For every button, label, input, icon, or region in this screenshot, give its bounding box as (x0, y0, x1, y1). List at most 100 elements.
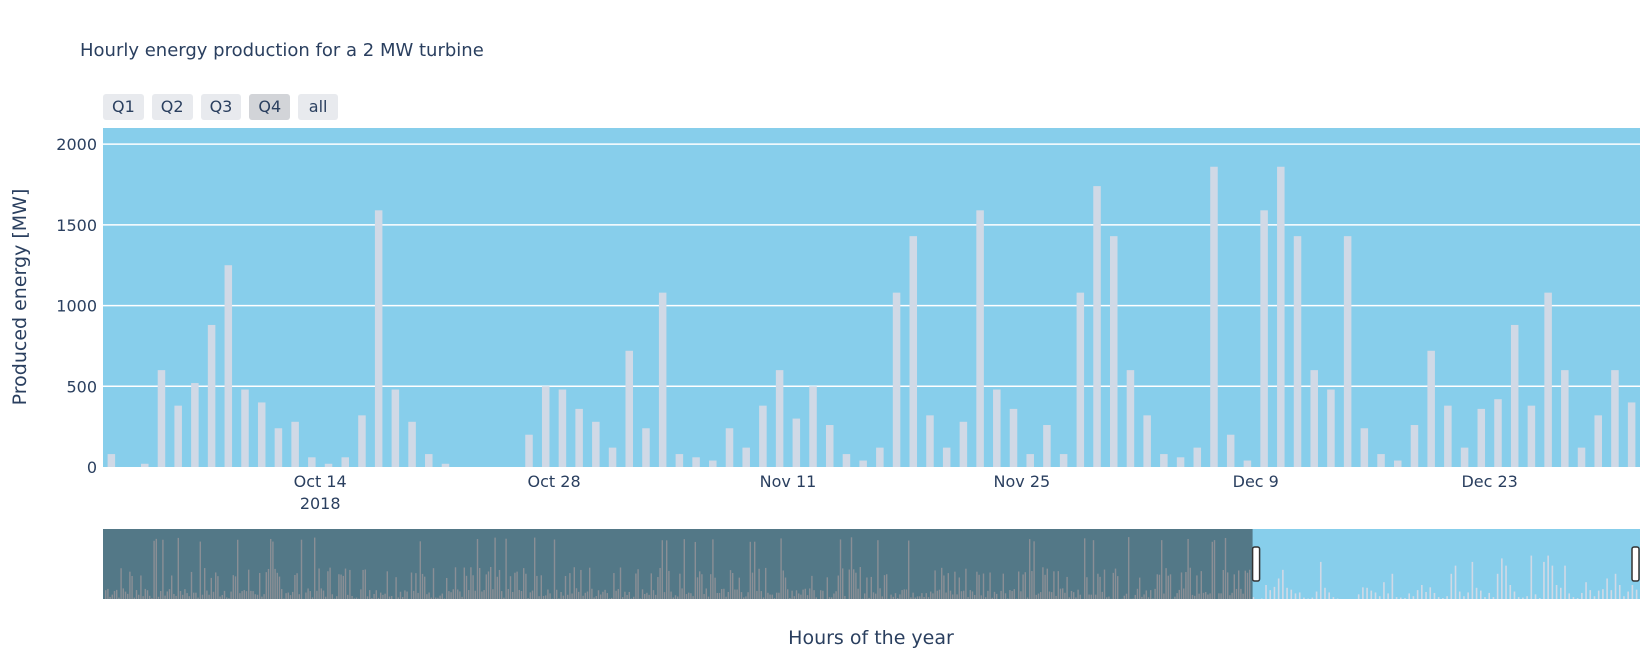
rangeslider-bar (1479, 590, 1482, 599)
rangeslider-masked-bar (270, 538, 272, 599)
rangeslider-masked-bar (162, 539, 164, 599)
rangeslider-masked-bar (1026, 597, 1029, 599)
rangeslider-masked-bar (721, 588, 723, 599)
range-button-q2[interactable]: Q2 (151, 94, 193, 120)
rangeslider-masked-bar (494, 537, 496, 599)
rangeslider-masked-bar (729, 570, 732, 599)
rangeslider-masked-bar (604, 589, 606, 599)
rangeslider-masked-bar (536, 575, 538, 599)
rangeslider-masked-bar (901, 590, 903, 599)
rangeslider-masked-bar (177, 537, 179, 599)
rangeslider-masked-bar (336, 596, 338, 599)
main-plot-area[interactable] (103, 128, 1640, 468)
bar (308, 457, 316, 467)
range-button-q1[interactable]: Q1 (103, 94, 144, 120)
rangeslider-masked-bar (371, 598, 373, 599)
rangeslider-masked-bar (419, 541, 421, 599)
rangeslider-masked-bar (239, 593, 241, 599)
rangeslider-masked-bar (1139, 577, 1141, 599)
rangeslider-masked-bar (822, 590, 824, 599)
bar (892, 292, 901, 467)
rangeslider-masked-bar (1231, 592, 1233, 599)
rangeslider-masked-bar (230, 591, 232, 599)
rangeslider-bar (1475, 587, 1478, 599)
rangeslider-masked-bar (886, 574, 888, 599)
range-button-q3[interactable]: Q3 (200, 94, 242, 120)
rangeslider-masked-bar (1024, 572, 1026, 599)
bar (1009, 408, 1018, 467)
rangeslider-masked-bar (820, 590, 822, 599)
x-tick-label: Dec 9 (1233, 472, 1279, 491)
bar (1193, 447, 1202, 467)
rangeslider-masked-bar (124, 591, 127, 599)
rangeslider-masked-bar (672, 597, 674, 599)
rangeslider-bar (1631, 585, 1634, 599)
bar (1611, 370, 1619, 467)
rangeslider-left-handle[interactable] (1251, 546, 1261, 582)
rangeslider-masked-bar (474, 590, 476, 599)
range-button-q4[interactable]: Q4 (249, 94, 291, 120)
rangeslider-masked-bar (811, 575, 813, 599)
rangeslider-bar (1635, 589, 1638, 599)
rangeslider-masked-bar (600, 594, 602, 599)
bar (792, 418, 801, 467)
rangeslider-masked-bar (553, 539, 556, 599)
range-slider[interactable] (103, 529, 1640, 599)
plot-background (103, 128, 1640, 467)
rangeslider-bar (1265, 585, 1267, 599)
rangeslider-masked-bar (633, 596, 635, 599)
bar (207, 324, 216, 467)
rangeslider-masked-bar (1106, 597, 1108, 599)
bar (642, 428, 650, 467)
rangeslider-bar (1492, 597, 1495, 599)
range-button-all[interactable]: all (298, 94, 339, 120)
rangeslider-masked-bar (261, 596, 263, 599)
rangeslider-masked-bar (716, 592, 718, 599)
rangeslider-bar (1602, 589, 1604, 599)
rangeslider-masked-bar (133, 597, 135, 599)
bar (408, 421, 416, 467)
rangeslider-masked-bar (892, 596, 894, 599)
rangeslider-masked-bar (732, 572, 734, 599)
rangeslider-masked-bar (386, 571, 388, 599)
rangeslider-masked-bar (903, 589, 905, 599)
rangeslider-masked-bar (936, 590, 938, 599)
rangeslider-masked-bar (362, 569, 364, 599)
rangeslider-masked-bar (685, 594, 688, 599)
rangeslider-masked-bar (382, 594, 384, 599)
bar (926, 415, 934, 467)
rangeslider-masked-bar (327, 571, 329, 599)
rangeslider-masked-bar (954, 571, 956, 599)
rangeslider-masked-bar (971, 591, 974, 599)
rangeslider-masked-bar (305, 592, 307, 599)
rangeslider-masked-bar (765, 567, 767, 599)
bar (1143, 415, 1151, 467)
rangeslider-masked-bar (791, 590, 793, 599)
rangeslider-masked-bar (1013, 589, 1015, 599)
rangeslider-masked-bar (782, 570, 784, 599)
rangeslider-bar (1252, 597, 1255, 599)
rangeslider-masked-bar (573, 567, 575, 599)
rangeslider-masked-bar (1229, 595, 1231, 599)
rangeslider-masked-bar (802, 589, 804, 599)
rangeslider-masked-bar (868, 597, 870, 599)
rangeslider-masked-bar (1053, 571, 1055, 599)
rangeslider-bar (1543, 561, 1545, 599)
rangeslider-bar (1362, 587, 1364, 599)
x-tick-label: Oct 28 (528, 472, 581, 491)
rangeslider-masked-bar (866, 577, 868, 599)
rangeslider-right-handle[interactable] (1631, 546, 1640, 582)
rangeslider-bar (1559, 587, 1562, 599)
rangeslider-masked-bar (184, 589, 186, 599)
rangeslider-masked-bar (628, 591, 630, 599)
rangeslider-masked-bar (745, 596, 747, 599)
rangeslider-bar (1555, 585, 1558, 599)
rangeslider-masked-bar (787, 589, 789, 599)
rangeslider-bar (1277, 578, 1280, 599)
rangeslider-masked-bar (890, 594, 892, 599)
rangeslider-masked-bar (468, 590, 470, 599)
rangeslider-masked-bar (1156, 574, 1158, 599)
rangeslider-masked-bar (182, 594, 184, 599)
rangeslider-masked-bar (855, 572, 857, 599)
rangeslider-masked-bar (1055, 595, 1057, 599)
